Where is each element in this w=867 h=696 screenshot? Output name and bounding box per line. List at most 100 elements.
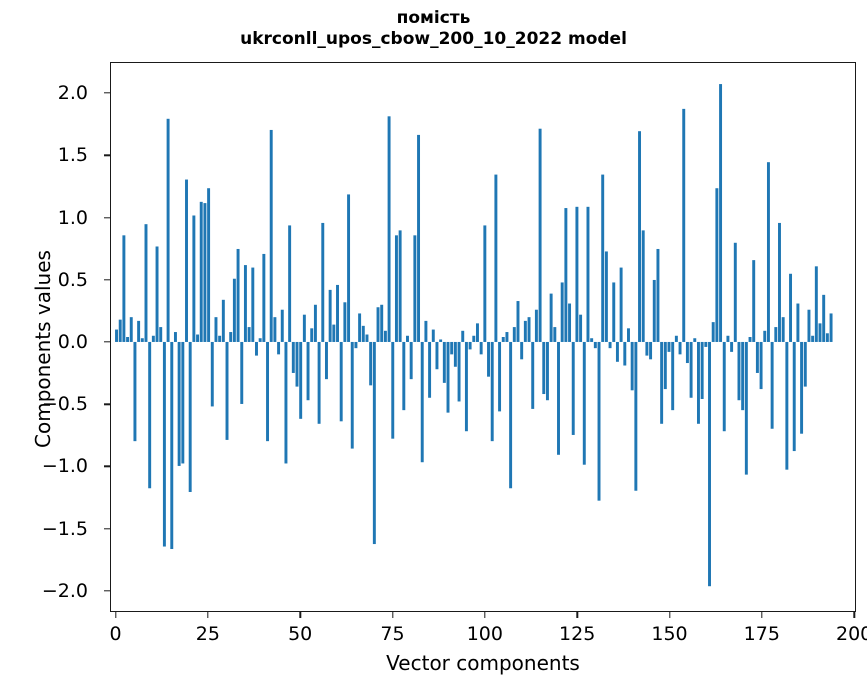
- bar: [597, 341, 601, 501]
- bar: [347, 194, 351, 342]
- bar: [730, 341, 734, 352]
- bar: [623, 341, 627, 366]
- bar: [719, 84, 723, 342]
- bar: [406, 335, 409, 342]
- chart-title: помість ukrconll_upos_cbow_200_10_2022 m…: [0, 8, 867, 50]
- y-tick-label: 1.5: [57, 144, 88, 167]
- y-tick-label: −0.5: [41, 393, 88, 416]
- bar: [509, 341, 513, 489]
- bar: [464, 341, 468, 432]
- bar: [604, 251, 608, 342]
- bar: [372, 341, 376, 545]
- bar: [634, 341, 638, 491]
- y-tick-mark: [104, 403, 110, 405]
- bar: [221, 299, 225, 342]
- bar: [251, 267, 255, 342]
- bar: [354, 341, 358, 349]
- bar: [582, 341, 586, 465]
- bar: [630, 341, 634, 391]
- bar: [115, 329, 118, 342]
- bar: [185, 179, 188, 342]
- bar: [148, 341, 152, 489]
- bar: [361, 325, 365, 342]
- bar: [770, 341, 774, 429]
- bar: [299, 341, 303, 419]
- bar: [129, 317, 133, 342]
- x-tick-label: 200: [836, 623, 867, 645]
- bar: [394, 235, 398, 342]
- bar: [387, 116, 391, 342]
- bar: [358, 313, 362, 342]
- bar: [781, 317, 785, 342]
- bar: [262, 253, 266, 342]
- bar: [564, 208, 568, 342]
- chart-title-line-1: помість: [396, 8, 471, 28]
- bar: [829, 313, 833, 342]
- x-tick-label: 25: [195, 623, 220, 645]
- bar: [218, 335, 222, 342]
- bar: [785, 341, 789, 470]
- bar: [744, 341, 748, 475]
- bar: [682, 108, 686, 342]
- bar: [722, 341, 726, 432]
- bar: [638, 131, 642, 342]
- bar: [468, 341, 472, 350]
- bar: [766, 162, 770, 342]
- bar: [118, 319, 122, 342]
- bar: [689, 341, 693, 398]
- y-tick-label: −1.5: [41, 517, 88, 540]
- bar: [663, 341, 667, 390]
- bar: [140, 338, 144, 342]
- bar: [671, 341, 675, 411]
- x-axis-label: Vector components: [386, 651, 580, 675]
- bar: [531, 341, 535, 409]
- x-tick-label: 75: [380, 623, 405, 645]
- bar: [498, 341, 502, 412]
- x-tick-mark: [761, 612, 763, 618]
- bar: [192, 215, 196, 342]
- bar: [755, 341, 759, 373]
- bar: [774, 327, 778, 342]
- bar: [696, 341, 700, 424]
- bar: [203, 203, 207, 342]
- y-tick-mark: [104, 341, 110, 343]
- bar: [711, 322, 715, 342]
- y-tick-mark: [104, 527, 110, 530]
- bar: [726, 335, 730, 342]
- bar: [814, 266, 818, 342]
- bar: [715, 188, 719, 342]
- bar: [166, 118, 170, 342]
- bar: [207, 188, 211, 342]
- bar: [324, 341, 328, 380]
- bar: [579, 314, 583, 342]
- x-tick-label: 150: [651, 623, 688, 645]
- bar: [590, 338, 594, 342]
- bar: [608, 341, 612, 349]
- bar: [413, 235, 417, 342]
- bar: [667, 341, 671, 352]
- bar: [232, 278, 236, 342]
- bar: [291, 341, 295, 373]
- bar: [402, 341, 406, 411]
- bar: [369, 341, 373, 386]
- bar: [737, 341, 741, 401]
- bar: [229, 332, 233, 342]
- bar: [516, 301, 520, 342]
- bar: [678, 341, 682, 355]
- bar: [450, 341, 454, 355]
- bar: [420, 341, 424, 463]
- bar: [649, 341, 653, 360]
- bar: [431, 329, 435, 342]
- bar: [383, 330, 387, 342]
- bar: [586, 206, 590, 342]
- bar: [243, 265, 247, 342]
- x-tick-mark: [484, 612, 486, 618]
- bar: [461, 330, 465, 342]
- bar: [155, 246, 159, 342]
- bar: [560, 282, 564, 342]
- x-tick-mark: [299, 612, 301, 618]
- y-tick-mark: [104, 216, 110, 219]
- bar: [391, 341, 395, 439]
- bar: [188, 341, 192, 492]
- bar: [162, 341, 166, 547]
